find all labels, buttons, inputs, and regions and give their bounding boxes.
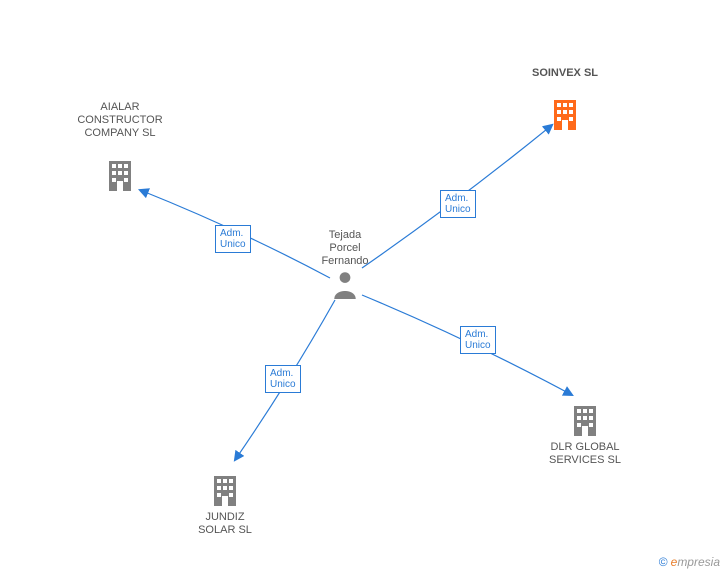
building-icon — [106, 159, 134, 196]
company-label-dlr: DLR GLOBAL SERVICES SL — [530, 441, 640, 467]
company-label-jundiz: JUNDIZ SOLAR SL — [170, 511, 280, 537]
building-icon — [211, 474, 239, 511]
company-label-soinvex: SOINVEX SL — [510, 67, 620, 80]
center-person-node[interactable]: Tejada Porcel Fernando — [300, 229, 390, 304]
company-node-aialar[interactable]: AIALAR CONSTRUCTOR COMPANY SL — [65, 101, 175, 196]
edge-label-jundiz: Adm. Unico — [265, 365, 301, 393]
edge-label-dlr: Adm. Unico — [460, 326, 496, 354]
building-icon — [551, 98, 579, 135]
copyright-symbol: © — [659, 555, 668, 569]
company-node-dlr[interactable]: DLR GLOBAL SERVICES SL — [530, 404, 640, 467]
company-node-jundiz[interactable]: JUNDIZ SOLAR SL — [170, 474, 280, 537]
edge-label-soinvex: Adm. Unico — [440, 190, 476, 218]
building-icon — [571, 404, 599, 441]
edge-label-aialar: Adm. Unico — [215, 225, 251, 253]
company-label-aialar: AIALAR CONSTRUCTOR COMPANY SL — [65, 101, 175, 141]
person-icon — [332, 269, 358, 304]
copyright-rest: mpresia — [677, 555, 720, 569]
copyright: ©empresia — [659, 555, 720, 569]
company-node-soinvex[interactable]: SOINVEX SL — [510, 67, 620, 135]
center-person-label: Tejada Porcel Fernando — [300, 229, 390, 269]
